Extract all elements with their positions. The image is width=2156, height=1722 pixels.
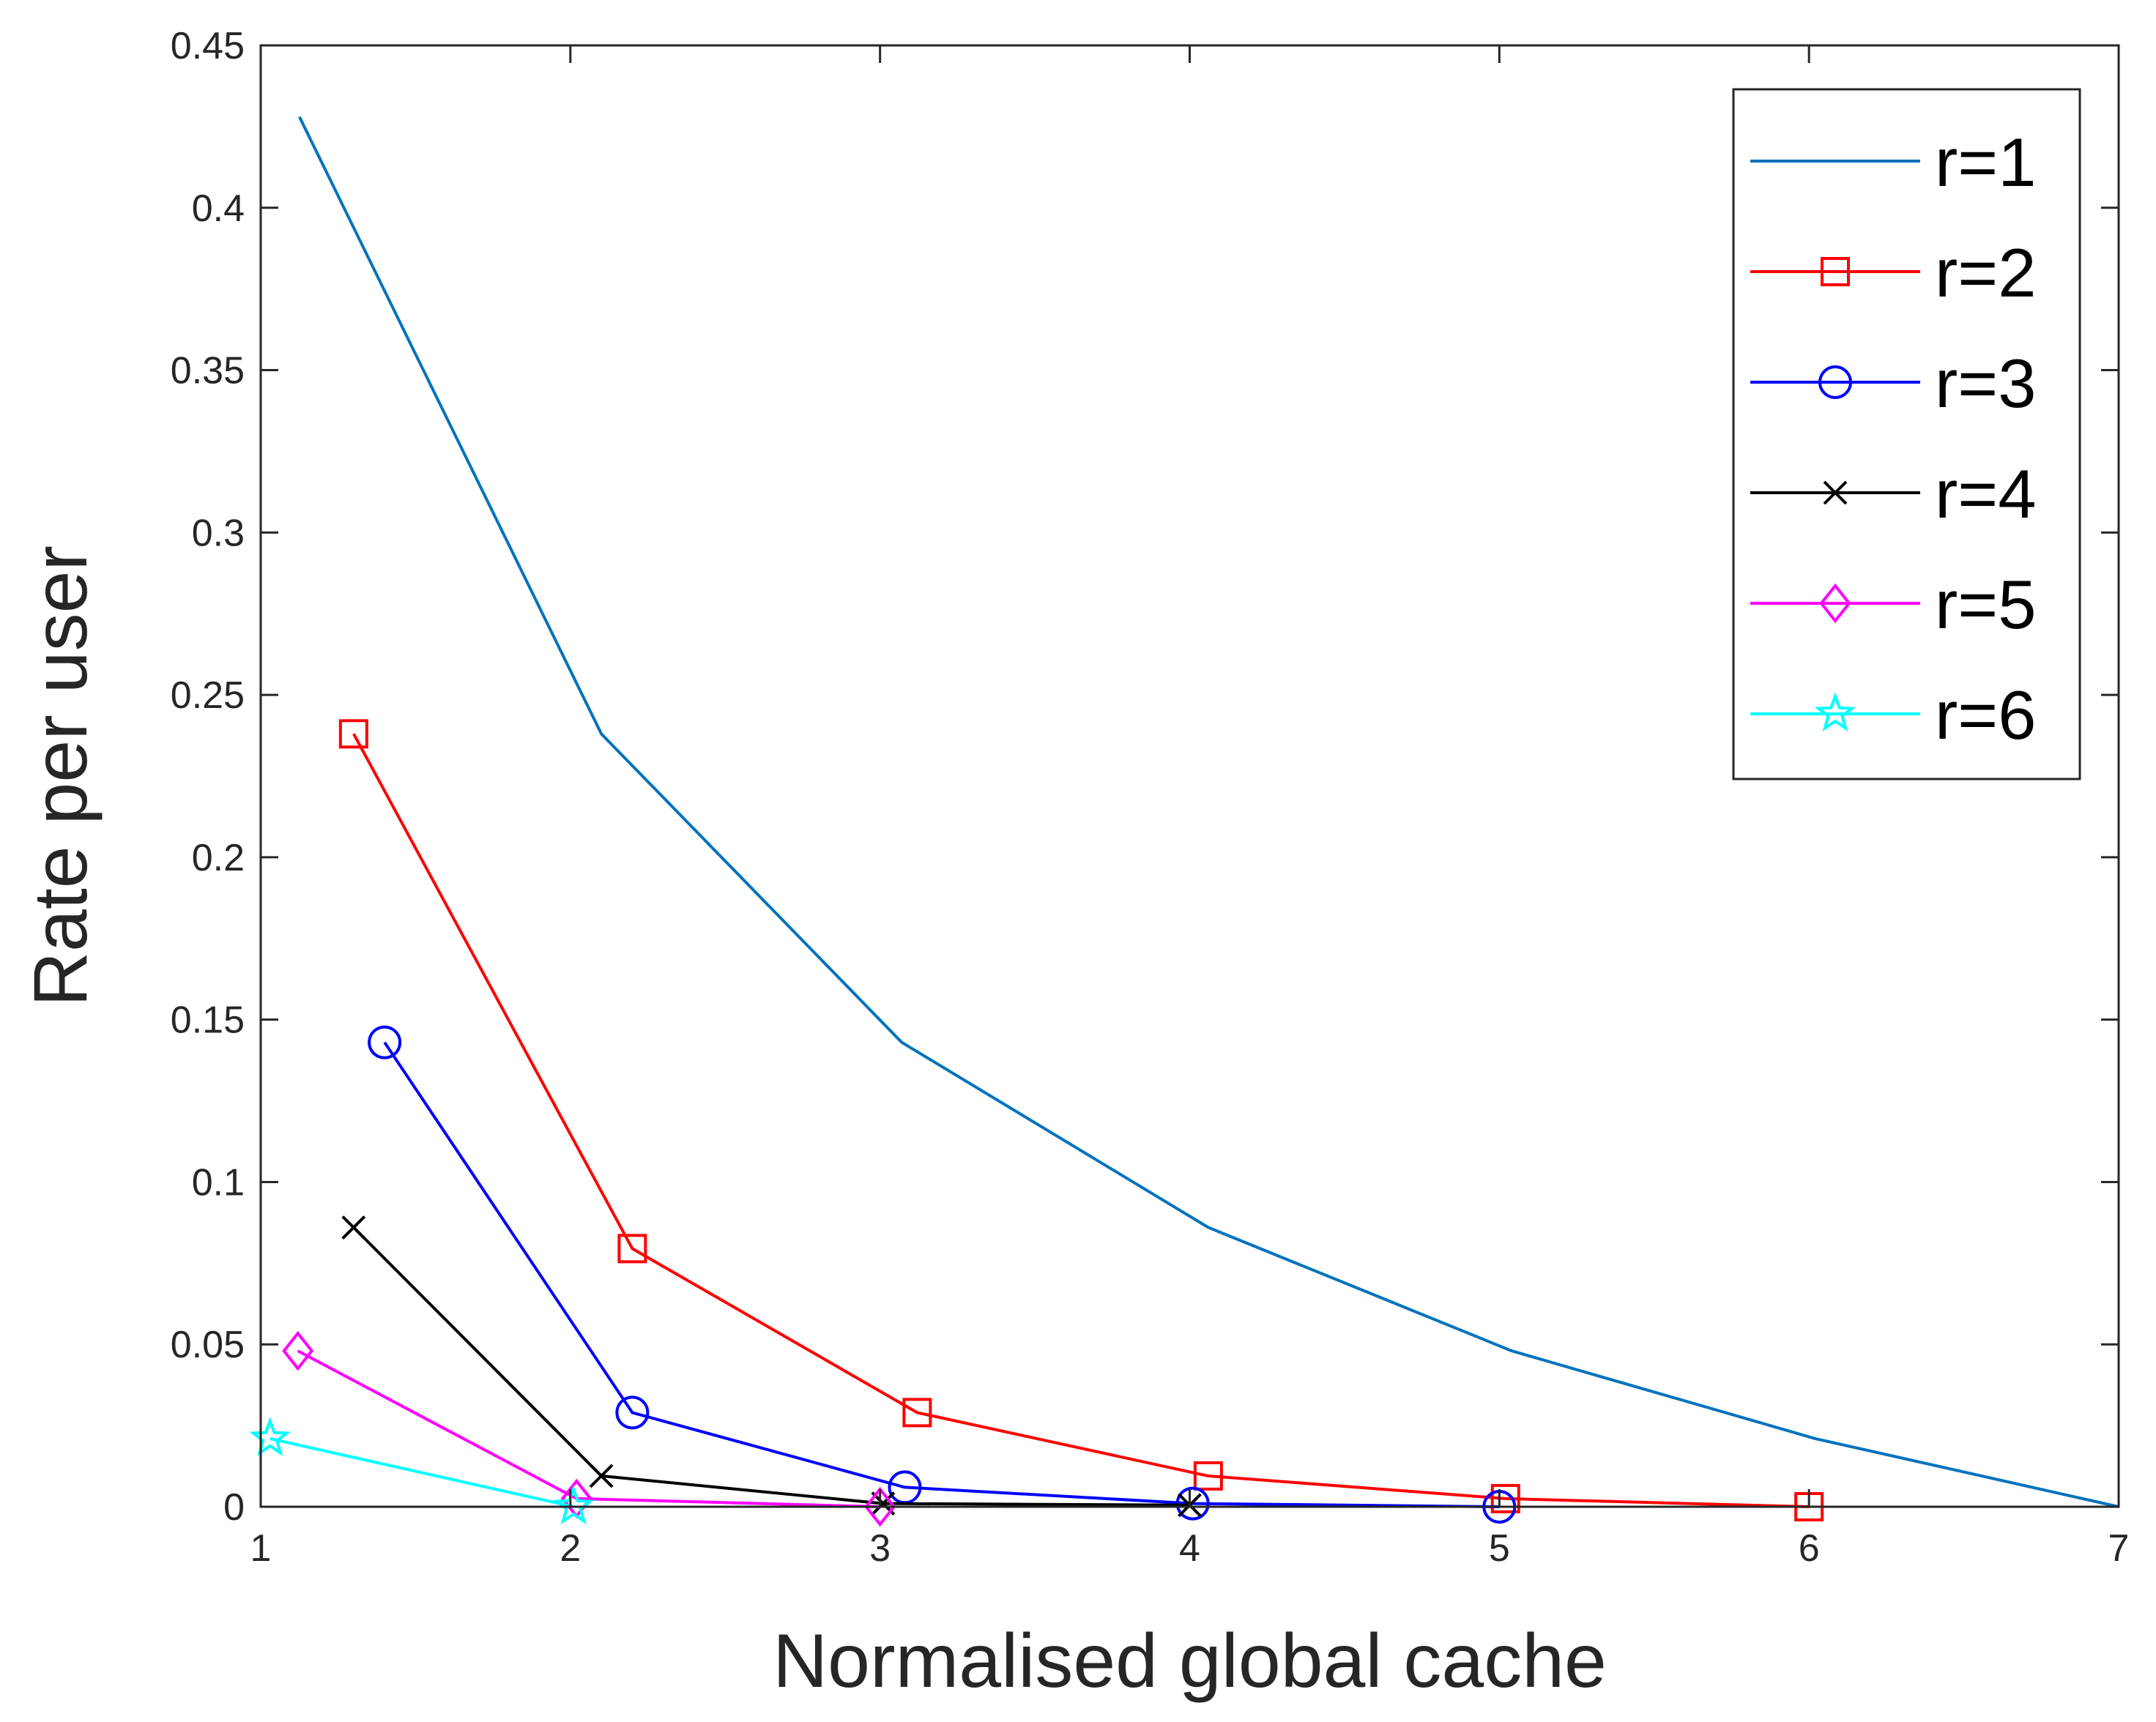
legend-item: r=4 xyxy=(1750,455,2036,532)
ticks-layer: 1 2 3 4 5 6 7 0 0.05 0.1 0.15 0.2 0.25 0.3 0.35 0.4 0.45 xyxy=(171,25,2130,1570)
x-tick-label: 5 xyxy=(1489,1527,1510,1570)
y-tick-label: 0.15 xyxy=(171,999,245,1042)
y-tick-label: 0.25 xyxy=(171,674,245,717)
data-point-marker xyxy=(902,1398,932,1428)
data-point-marker-stroke xyxy=(589,1464,614,1488)
legend-marker xyxy=(1819,583,1851,624)
series-line xyxy=(298,116,2119,1508)
series-r=1 xyxy=(298,116,2119,1508)
series-line xyxy=(383,1041,1500,1508)
data-point-marker xyxy=(282,1330,314,1371)
series-r=2 xyxy=(338,719,1824,1521)
data-point-marker xyxy=(864,1486,896,1527)
legend-label: r=1 xyxy=(1935,124,2036,201)
data-point-marker xyxy=(552,1485,595,1525)
legend-label: r=4 xyxy=(1935,455,2036,532)
y-tick-label: 0.2 xyxy=(192,837,245,879)
legend-marker xyxy=(1814,692,1856,732)
y-tick-label: 0.1 xyxy=(192,1161,245,1204)
data-point-marker xyxy=(249,1417,291,1456)
legend-label: r=2 xyxy=(1935,234,2036,311)
legend-marker-stroke xyxy=(1823,480,1848,505)
data-point-marker-stroke xyxy=(341,1215,366,1240)
series-line xyxy=(352,733,1810,1508)
y-axis-label: Rate per user xyxy=(18,545,103,1007)
data-point-marker-stroke xyxy=(871,1491,896,1516)
x-tick-label: 2 xyxy=(560,1527,581,1570)
y-tick-label: 0.05 xyxy=(171,1324,245,1366)
x-tick-label: 7 xyxy=(2108,1527,2130,1570)
y-tick-label: 0.35 xyxy=(171,350,245,392)
series-line xyxy=(270,1436,574,1508)
legend: r=1 r=2 r=3 r=4 r=5 r=6 xyxy=(1732,88,2081,780)
legend-item: r=3 xyxy=(1750,345,2036,422)
data-point-marker xyxy=(617,1234,647,1264)
x-tick-label: 4 xyxy=(1179,1527,1200,1570)
legend-label: r=5 xyxy=(1935,566,2036,643)
x-tick-label: 3 xyxy=(869,1527,891,1570)
data-point-marker xyxy=(341,1215,366,1240)
legend-box xyxy=(1732,88,2081,780)
series-line xyxy=(352,1226,1190,1507)
y-tick-label: 0 xyxy=(223,1486,245,1529)
series-r=6 xyxy=(249,1417,595,1525)
data-point-marker xyxy=(1490,1483,1520,1513)
legend-label: r=3 xyxy=(1935,345,2036,422)
data-point-marker xyxy=(615,1395,650,1430)
legend-marker xyxy=(1823,480,1848,505)
x-tick-label: 6 xyxy=(1799,1527,1820,1570)
legend-marker xyxy=(1818,365,1852,399)
x-axis-label: Normalised global cache xyxy=(773,1619,1607,1704)
data-point-marker xyxy=(589,1464,614,1488)
y-tick-label: 0.45 xyxy=(171,25,245,67)
x-tick-label: 1 xyxy=(250,1527,272,1570)
legend-item: r=1 xyxy=(1750,124,2036,201)
data-point-marker xyxy=(1193,1461,1223,1491)
legend-item: r=2 xyxy=(1750,234,2036,311)
y-tick-label: 0.4 xyxy=(192,187,245,230)
y-tick-label: 0.3 xyxy=(192,512,245,554)
data-point-marker xyxy=(368,1025,402,1059)
legend-label: r=6 xyxy=(1935,676,2036,753)
data-point-marker xyxy=(1175,1486,1210,1521)
legend-marker xyxy=(1821,257,1850,286)
legend-item: r=6 xyxy=(1750,676,2036,753)
data-point-marker xyxy=(338,719,368,749)
legend-item: r=5 xyxy=(1750,566,2036,643)
